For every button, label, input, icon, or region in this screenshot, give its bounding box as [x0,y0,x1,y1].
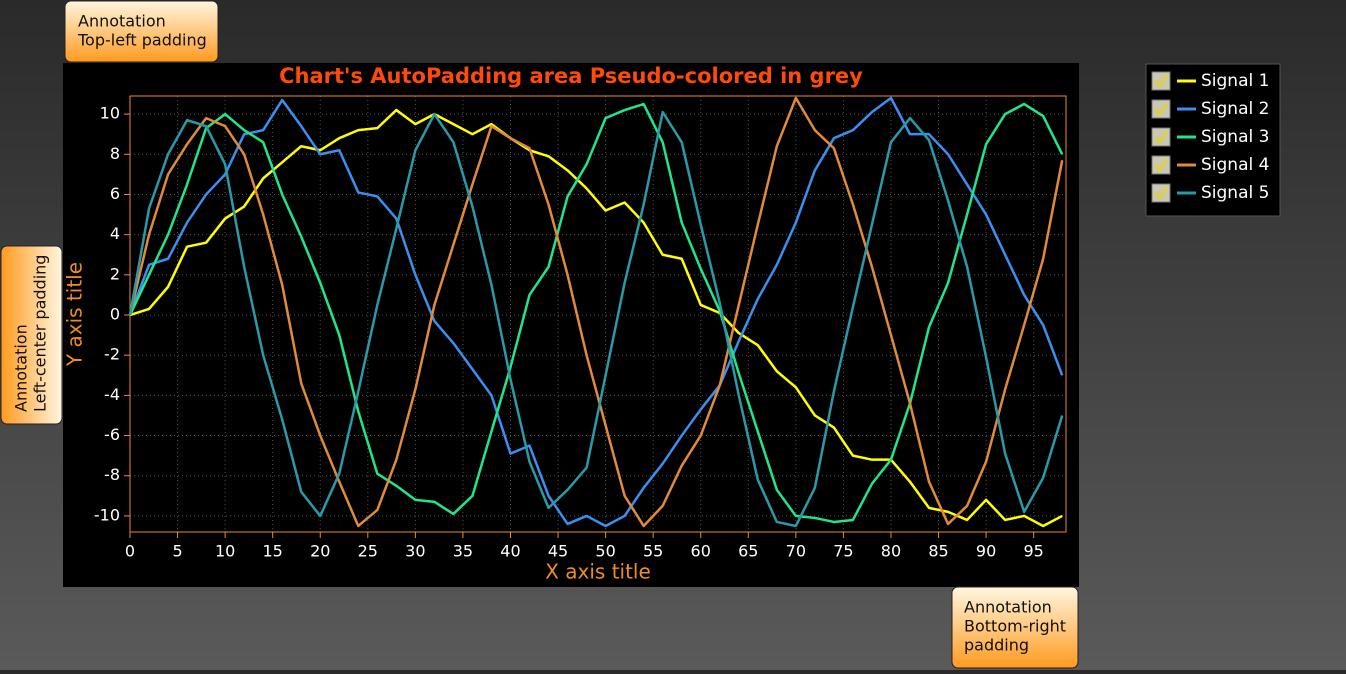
y-tick-label: 10 [100,104,120,123]
y-tick-label: 6 [110,184,120,203]
annotation-text: padding [964,636,1029,655]
x-tick-label: 35 [453,542,473,561]
x-tick-label: 65 [738,542,758,561]
x-tick-label: 55 [643,542,663,561]
annotation-text: Left-center padding [31,255,50,412]
y-tick-label: -6 [104,425,120,444]
annotation-text: Top-left padding [77,31,207,50]
y-tick-label: 4 [110,224,120,243]
series-line [128,96,1064,528]
x-tick-label: 20 [310,542,330,561]
annotation-text: Bottom-right [964,617,1066,636]
legend-label: Signal 3 [1201,127,1269,147]
series-line [128,102,1064,524]
y-tick-label: -8 [104,465,120,484]
check-mark [1153,74,1169,89]
annotation-box [951,586,1079,669]
x-tick-label: 95 [1023,542,1043,561]
legend-label: Signal 4 [1201,155,1269,175]
series-line [128,110,1064,528]
x-tick-label: 60 [691,542,711,561]
series-line [128,96,1064,528]
x-tick-label: 40 [500,542,520,561]
x-tick-label: 50 [595,542,615,561]
check-mark [1153,102,1169,117]
y-tick-label: 2 [110,264,120,283]
x-tick-label: 75 [833,542,853,561]
legend-label: Signal 2 [1201,99,1269,119]
x-tick-label: 5 [172,542,182,561]
x-tick-label: 85 [928,542,948,561]
x-tick-label: 45 [548,542,568,561]
annotation-box [0,245,63,425]
check-mark [1153,158,1169,173]
legend-label: Signal 1 [1201,71,1269,91]
legend-item[interactable]: Signal 2 [1151,99,1269,119]
legend-item[interactable]: Signal 3 [1151,127,1269,147]
x-tick-label: 0 [125,542,135,561]
x-tick-label: 10 [215,542,235,561]
annotation-text: Annotation [78,12,166,31]
x-axis-title: X axis title [545,560,651,584]
series-line [129,108,1063,528]
y-tick-label: -4 [104,385,120,404]
y-tick-label: -2 [104,345,120,364]
y-axis-title: Y axis title [63,262,87,367]
y-tick-label: -10 [94,505,120,524]
legend-item[interactable]: Signal 1 [1151,71,1269,91]
x-tick-label: 80 [881,542,901,561]
legend-item[interactable]: Signal 4 [1151,155,1269,175]
annotation-box [64,0,219,63]
check-mark [1153,186,1169,201]
legend-items: Signal 1 Signal 2 Signal 3 Signal 4 Signal 5 [1151,71,1269,203]
check-mark [1153,130,1169,145]
annotation-text: Annotation [964,598,1052,617]
x-tick-label: 25 [358,542,378,561]
legend-item[interactable]: Signal 5 [1151,183,1269,203]
x-tick-label: 30 [405,542,425,561]
chart-area [63,63,1079,587]
annotation-text: Annotation [12,324,31,412]
x-tick-label: 90 [976,542,996,561]
x-tick-label: 15 [263,542,283,561]
y-tick-label: 8 [110,144,120,163]
chart-title: Chart's AutoPadding area Pseudo-colored … [279,64,863,88]
legend-label: Signal 5 [1201,183,1269,203]
y-tick-label: 0 [110,305,120,324]
x-tick-label: 70 [786,542,806,561]
plot: -10 -8 -6 -4 -2 0 2 4 6 8 10 0 5 10 15 20 25 30 35 40 45 50 55… [94,95,1067,561]
